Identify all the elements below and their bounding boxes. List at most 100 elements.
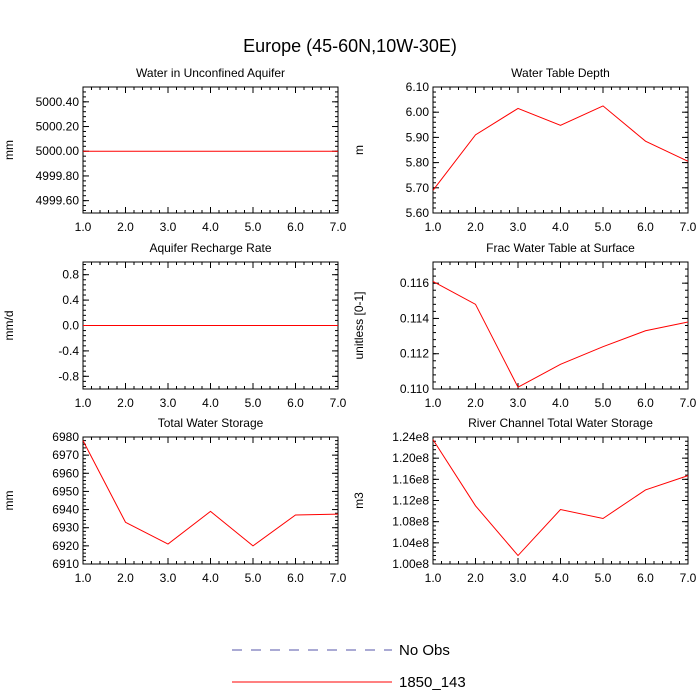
panel-5-title: Total Water Storage	[158, 416, 264, 430]
panel-3-xtick-label: 6.0	[287, 396, 304, 410]
panel-6-xtick-label: 3.0	[510, 571, 527, 585]
panel-2-ytick-label: 5.80	[406, 156, 430, 170]
panel-5-xtick-label: 6.0	[287, 571, 304, 585]
panel-3-ylabel: mm/d	[2, 311, 16, 341]
panel-1-ytick-label: 5000.20	[36, 120, 80, 134]
panel-3-ytick-label: 0.4	[62, 293, 79, 307]
panel-5-ytick-label: 6920	[52, 539, 79, 553]
panel-2-xtick-label: 2.0	[467, 220, 484, 234]
panel-1-ytick-label: 5000.00	[36, 144, 80, 158]
panel-5-xtick-label: 4.0	[202, 571, 219, 585]
panel-2-frame	[432, 86, 689, 214]
panel-3-ytick-label: 0.0	[62, 319, 79, 333]
panel-1-title: Water in Unconfined Aquifer	[136, 66, 285, 80]
panel-2-title: Water Table Depth	[511, 66, 610, 80]
panel-6-title: River Channel Total Water Storage	[468, 416, 653, 430]
legend-label-no-obs: No Obs	[399, 642, 450, 659]
panel-2-series-line	[432, 105, 689, 191]
panel-1-frame	[82, 86, 339, 214]
panel-6-xtick-label: 5.0	[595, 571, 612, 585]
legend: No Obs 1850_143	[232, 642, 466, 691]
panel-6-ytick-label: 1.20e8	[392, 451, 429, 465]
panel-5: Total Water Storage mm 1.0 2.0 3.0 4.0 5.0 6.0 7…	[2, 416, 347, 585]
panel-5-xtick-label: 5.0	[245, 571, 262, 585]
panel-3: Aquifer Recharge Rate mm/d 1.0 2.0 3.0 4.0 5.0…	[2, 241, 347, 410]
panel-3-xtick-label: 1.0	[75, 396, 92, 410]
panel-1-ytick-label: 4999.80	[36, 169, 80, 183]
panel-3-xtick-label: 3.0	[160, 396, 177, 410]
panel-2-xtick-label: 1.0	[425, 220, 442, 234]
panel-6-series-line	[432, 439, 689, 557]
panel-1: Water in Unconfined Aquifer mm 1.0 2.0 3.0 4.…	[2, 66, 347, 234]
panel-4-xtick-label: 2.0	[467, 396, 484, 410]
panel-1-xtick-label: 5.0	[245, 220, 262, 234]
panel-6-xtick-label: 6.0	[637, 571, 654, 585]
panel-2-xtick-label: 6.0	[637, 220, 654, 234]
panel-5-ytick-label: 6960	[52, 466, 79, 480]
panel-3-xtick-label: 5.0	[245, 396, 262, 410]
panel-3-ytick-label: -0.4	[58, 344, 79, 358]
panel-5-ytick-label: 6940	[52, 503, 79, 517]
panel-6-xtick-label: 1.0	[425, 571, 442, 585]
panel-5-xtick-label: 2.0	[117, 571, 134, 585]
panels: Water in Unconfined Aquifer mm 1.0 2.0 3.0 4.…	[2, 66, 697, 585]
panel-3-title: Aquifer Recharge Rate	[149, 241, 271, 255]
panel-4-series-line	[432, 280, 689, 388]
panel-4-xtick-label: 3.0	[510, 396, 527, 410]
panel-1-xtick-label: 4.0	[202, 220, 219, 234]
panel-1-ytick-label: 4999.60	[36, 194, 80, 208]
panel-5-xtick-label: 3.0	[160, 571, 177, 585]
panel-5-ylabel: mm	[2, 491, 16, 511]
panel-6-frame	[432, 436, 689, 565]
panel-6-ytick-label: 1.04e8	[392, 536, 429, 550]
panel-5-ytick-label: 6980	[52, 430, 79, 444]
panel-2-xtick-label: 4.0	[552, 220, 569, 234]
panel-3-ytick-label: -0.8	[58, 369, 79, 383]
panel-3-xtick-label: 2.0	[117, 396, 134, 410]
panel-4-title: Frac Water Table at Surface	[486, 241, 635, 255]
panel-6-ytick-label: 1.08e8	[392, 515, 429, 529]
panel-5-ytick-label: 6970	[52, 448, 79, 462]
panel-4-xtick-label: 1.0	[425, 396, 442, 410]
panel-3-ytick-label: 0.8	[62, 268, 79, 282]
panel-4-ytick-label: 0.110	[400, 382, 429, 396]
panel-6-ylabel: m3	[352, 492, 366, 509]
panel-2-ytick-label: 6.00	[406, 105, 430, 119]
panel-5-xtick-label: 7.0	[330, 571, 347, 585]
panel-2-ytick-label: 6.10	[406, 80, 430, 94]
panel-4-xtick-label: 6.0	[637, 396, 654, 410]
panel-1-xtick-label: 1.0	[75, 220, 92, 234]
panel-6-xtick-label: 4.0	[552, 571, 569, 585]
panel-6-xtick-label: 7.0	[680, 571, 697, 585]
panel-5-ytick-label: 6930	[52, 521, 79, 535]
panel-4: Frac Water Table at Surface unitless [0-1…	[352, 241, 697, 410]
panel-2-ytick-label: 5.70	[406, 181, 430, 195]
panel-2-xtick-label: 7.0	[680, 220, 697, 234]
panel-5-frame	[82, 436, 339, 565]
panel-2: Water Table Depth m 1.0 2.0 3.0 4.0 5.0 6.0 7.0 5…	[352, 66, 697, 234]
panel-1-xtick-label: 7.0	[330, 220, 347, 234]
panel-6-xtick-label: 2.0	[467, 571, 484, 585]
panel-5-series-line	[82, 440, 339, 547]
panel-6: River Channel Total Water Storage m3 1.0 2.…	[352, 416, 697, 585]
panel-4-ylabel: unitless [0-1]	[352, 291, 366, 359]
figure-title: Europe (45-60N,10W-30E)	[243, 36, 457, 56]
panel-6-ytick-label: 1.12e8	[392, 494, 429, 508]
panel-2-xtick-label: 3.0	[510, 220, 527, 234]
panel-2-xtick-label: 5.0	[595, 220, 612, 234]
panel-1-ytick-label: 5000.40	[36, 95, 80, 109]
panel-4-xtick-label: 4.0	[552, 396, 569, 410]
panel-5-xtick-label: 1.0	[75, 571, 92, 585]
panel-4-frame	[432, 261, 689, 390]
panel-6-ytick-label: 1.16e8	[392, 472, 429, 486]
panel-4-xtick-label: 5.0	[595, 396, 612, 410]
panel-2-ytick-label: 5.60	[406, 206, 430, 220]
panel-6-ytick-label: 1.00e8	[392, 557, 429, 571]
panel-3-xtick-label: 4.0	[202, 396, 219, 410]
panel-4-ytick-label: 0.114	[400, 311, 429, 325]
panel-4-ytick-label: 0.116	[400, 276, 429, 290]
panel-1-xtick-label: 3.0	[160, 220, 177, 234]
panel-2-ytick-label: 5.90	[406, 130, 430, 144]
panel-3-xtick-label: 7.0	[330, 396, 347, 410]
